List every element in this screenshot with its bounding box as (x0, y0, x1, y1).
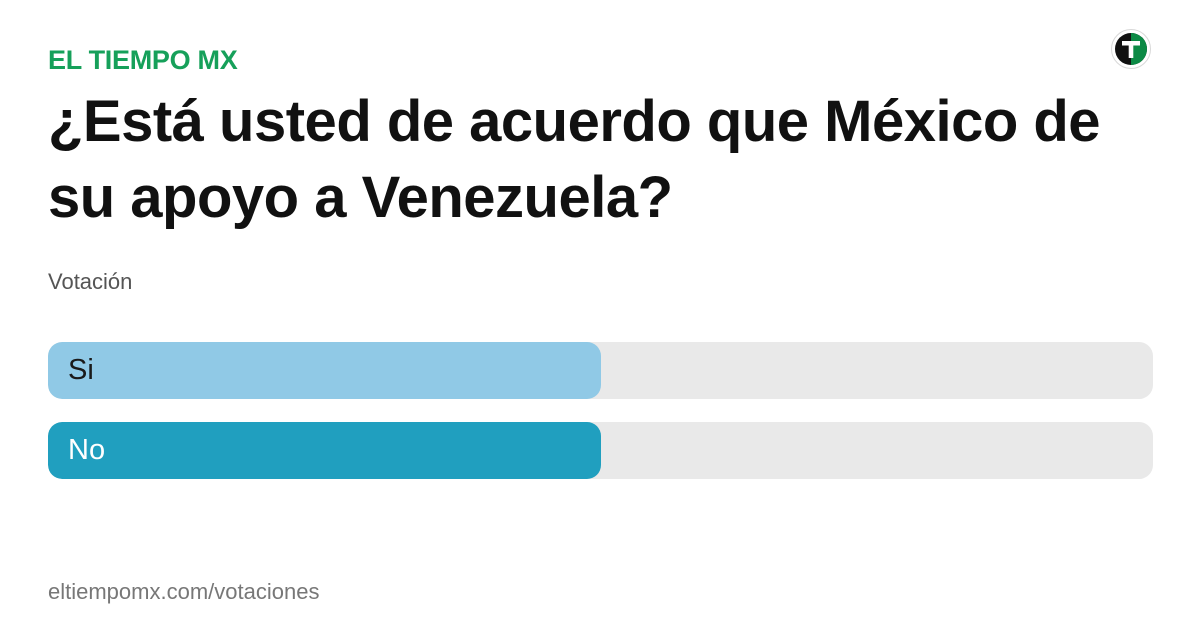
poll-option-si[interactable]: Si (48, 342, 1153, 399)
t-circle-logo-icon (1111, 29, 1151, 69)
brand-name: EL TIEMPO MX (48, 45, 238, 75)
poll-option-no[interactable]: No (48, 422, 1153, 479)
poll-question: ¿Está usted de acuerdo que México de su … (48, 89, 1101, 230)
poll-option-no-bar (48, 422, 601, 479)
footer-url[interactable]: eltiempomx.com/votaciones (48, 579, 320, 604)
poll-subtitle: Votación (48, 269, 133, 294)
poll-option-si-bar (48, 342, 601, 399)
poll-option-no-label: No (68, 434, 106, 466)
poll-option-si-label: Si (68, 354, 94, 386)
